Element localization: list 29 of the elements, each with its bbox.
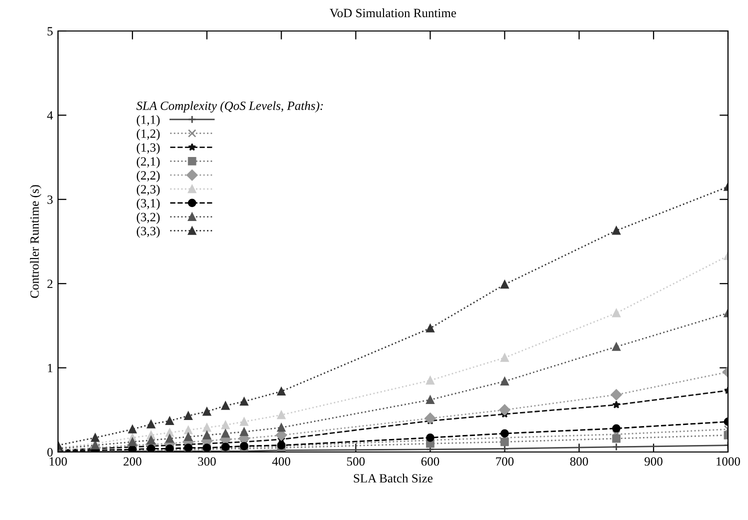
- legend-label: (1,2): [136, 129, 160, 140]
- y-tick-label: 4: [47, 111, 53, 120]
- x-tick-label: 500: [347, 457, 365, 466]
- x-tick-label: 400: [272, 457, 290, 466]
- y-axis-title: Controller Runtime (s): [30, 185, 42, 298]
- x-tick-label: 600: [421, 457, 440, 466]
- legend-title: SLA Complexity (QoS Levels, Paths):: [136, 101, 323, 113]
- y-tick-label: 3: [47, 195, 53, 204]
- legend-label: (1,3): [136, 142, 160, 154]
- legend-label: (3,3): [136, 226, 160, 238]
- legend-label: (3,2): [136, 212, 160, 224]
- legend-label: (2,2): [136, 170, 160, 182]
- y-tick-label: 2: [47, 280, 52, 288]
- x-tick-label: 200: [124, 457, 142, 466]
- x-tick-label: 100: [50, 457, 67, 466]
- x-tick-label: 300: [198, 457, 216, 466]
- legend-label: (1,1): [136, 115, 160, 126]
- legend-label: (3,1): [136, 198, 160, 210]
- x-tick-label: 1000: [716, 457, 740, 466]
- x-tick-label: 800: [570, 457, 588, 466]
- x-axis-title: SLA Batch Size: [354, 474, 432, 483]
- y-tick-label: 1: [48, 364, 52, 372]
- y-tick-label: 0: [47, 448, 53, 456]
- chart-title: VoD Simulation Runtime: [330, 8, 456, 18]
- x-tick-label: 900: [644, 457, 662, 466]
- legend-label: (2,3): [136, 184, 160, 196]
- legend-label: (2,1): [136, 156, 160, 168]
- y-tick-label: 5: [48, 27, 53, 36]
- x-tick-label: 700: [496, 457, 514, 466]
